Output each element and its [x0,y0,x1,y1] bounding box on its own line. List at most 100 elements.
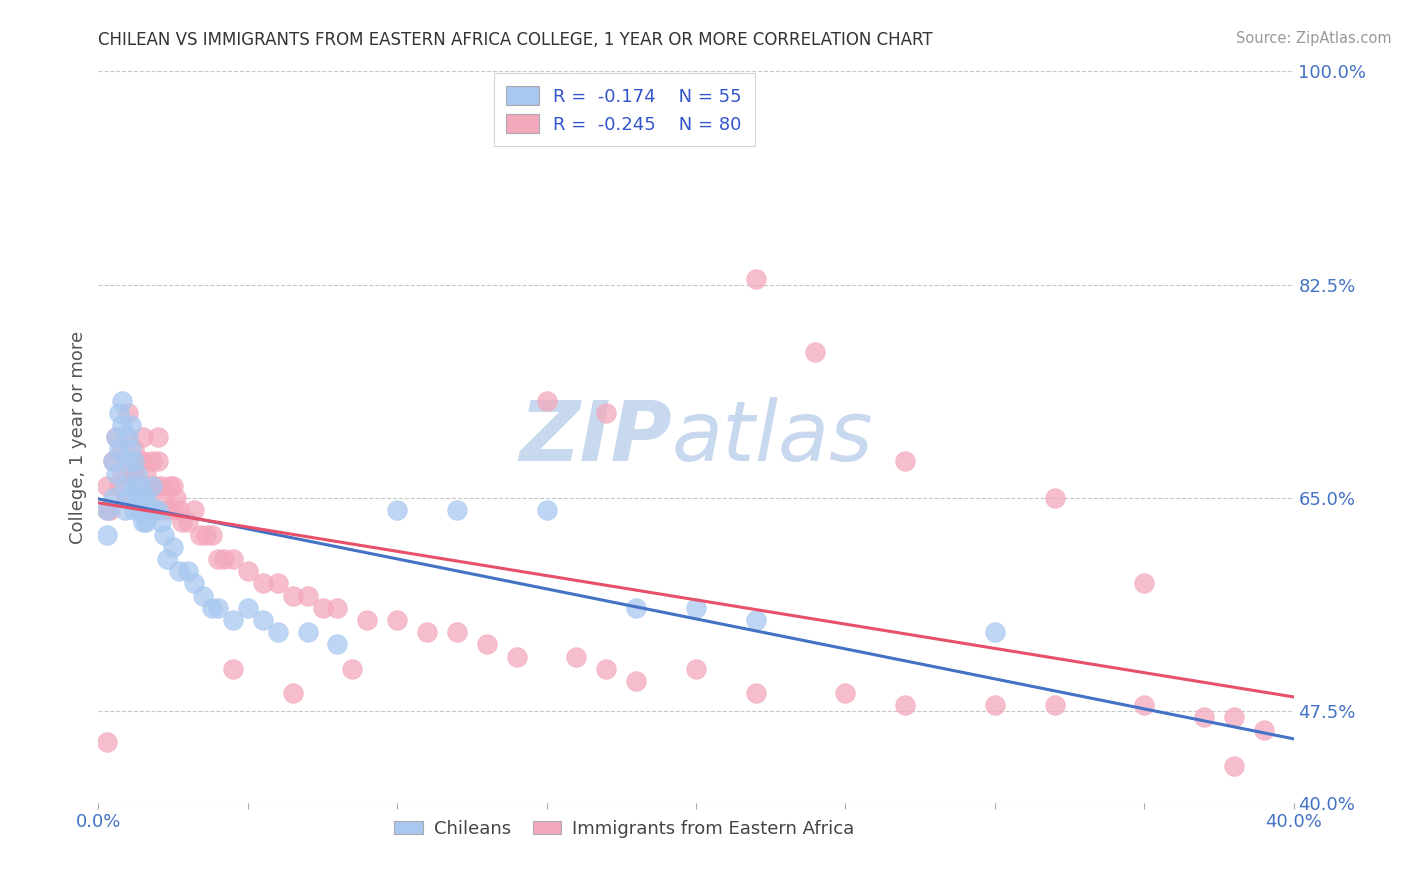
Point [120,417,142,432]
Point [127,479,149,493]
Point [129,503,152,517]
Point [132,516,155,530]
Point [108,442,131,457]
Point [111,417,134,432]
Point [96,479,118,493]
Point [117,406,139,420]
Point [148,503,170,517]
Point [297,589,319,603]
Point [111,467,134,481]
Point [385,613,409,627]
Point [114,479,136,493]
Point [96,503,118,517]
Point [132,430,155,444]
Point [127,491,149,505]
Point [446,625,468,640]
Point [267,576,290,591]
Point [1223,710,1246,724]
Point [183,576,205,591]
Point [111,393,134,408]
Point [1223,759,1246,773]
Point [162,479,184,493]
Legend: Chileans, Immigrants from Eastern Africa: Chileans, Immigrants from Eastern Africa [387,813,862,845]
Point [120,442,142,457]
Point [804,344,827,359]
Point [96,503,118,517]
Text: atlas: atlas [672,397,873,477]
Point [207,552,229,566]
Point [1133,698,1156,713]
Point [626,600,648,615]
Point [143,503,166,517]
Point [745,686,768,700]
Point [177,564,200,578]
Point [129,454,152,468]
Point [191,589,214,603]
Point [124,454,146,468]
Point [281,589,304,603]
Point [132,491,155,505]
Point [117,430,139,444]
Point [267,625,290,640]
Point [148,430,170,444]
Point [201,527,224,541]
Point [834,686,856,700]
Point [117,454,139,468]
Point [135,516,157,530]
Point [96,735,118,749]
Point [745,613,768,627]
Point [98,503,122,517]
Point [1133,576,1156,591]
Point [281,686,304,700]
Point [105,467,128,481]
Point [162,540,184,554]
Point [188,527,211,541]
Point [595,406,617,420]
Point [124,479,146,493]
Point [1253,723,1275,737]
Point [236,600,259,615]
Point [103,454,125,468]
Point [685,600,707,615]
Point [132,454,155,468]
Point [141,479,163,493]
Point [117,430,139,444]
Point [222,552,245,566]
Point [162,503,184,517]
Point [342,662,364,676]
Point [212,552,235,566]
Point [124,442,146,457]
Point [326,637,349,651]
Point [105,430,128,444]
Point [222,613,245,627]
Point [207,600,229,615]
Point [685,662,707,676]
Point [475,637,498,651]
Point [108,406,131,420]
Point [111,442,134,457]
Point [984,698,1007,713]
Point [153,527,176,541]
Point [311,600,333,615]
Point [177,516,200,530]
Point [356,613,378,627]
Point [745,271,768,285]
Point [236,564,259,578]
Point [141,454,163,468]
Point [114,491,136,505]
Point [165,491,187,505]
Point [117,454,139,468]
Point [159,479,181,493]
Point [1043,698,1066,713]
Point [222,662,245,676]
Point [138,503,160,517]
Point [201,600,224,615]
Point [138,479,160,493]
Point [120,467,142,481]
Point [114,503,136,517]
Point [252,576,274,591]
Point [150,479,173,493]
Point [536,393,558,408]
Point [195,527,218,541]
Point [108,479,131,493]
